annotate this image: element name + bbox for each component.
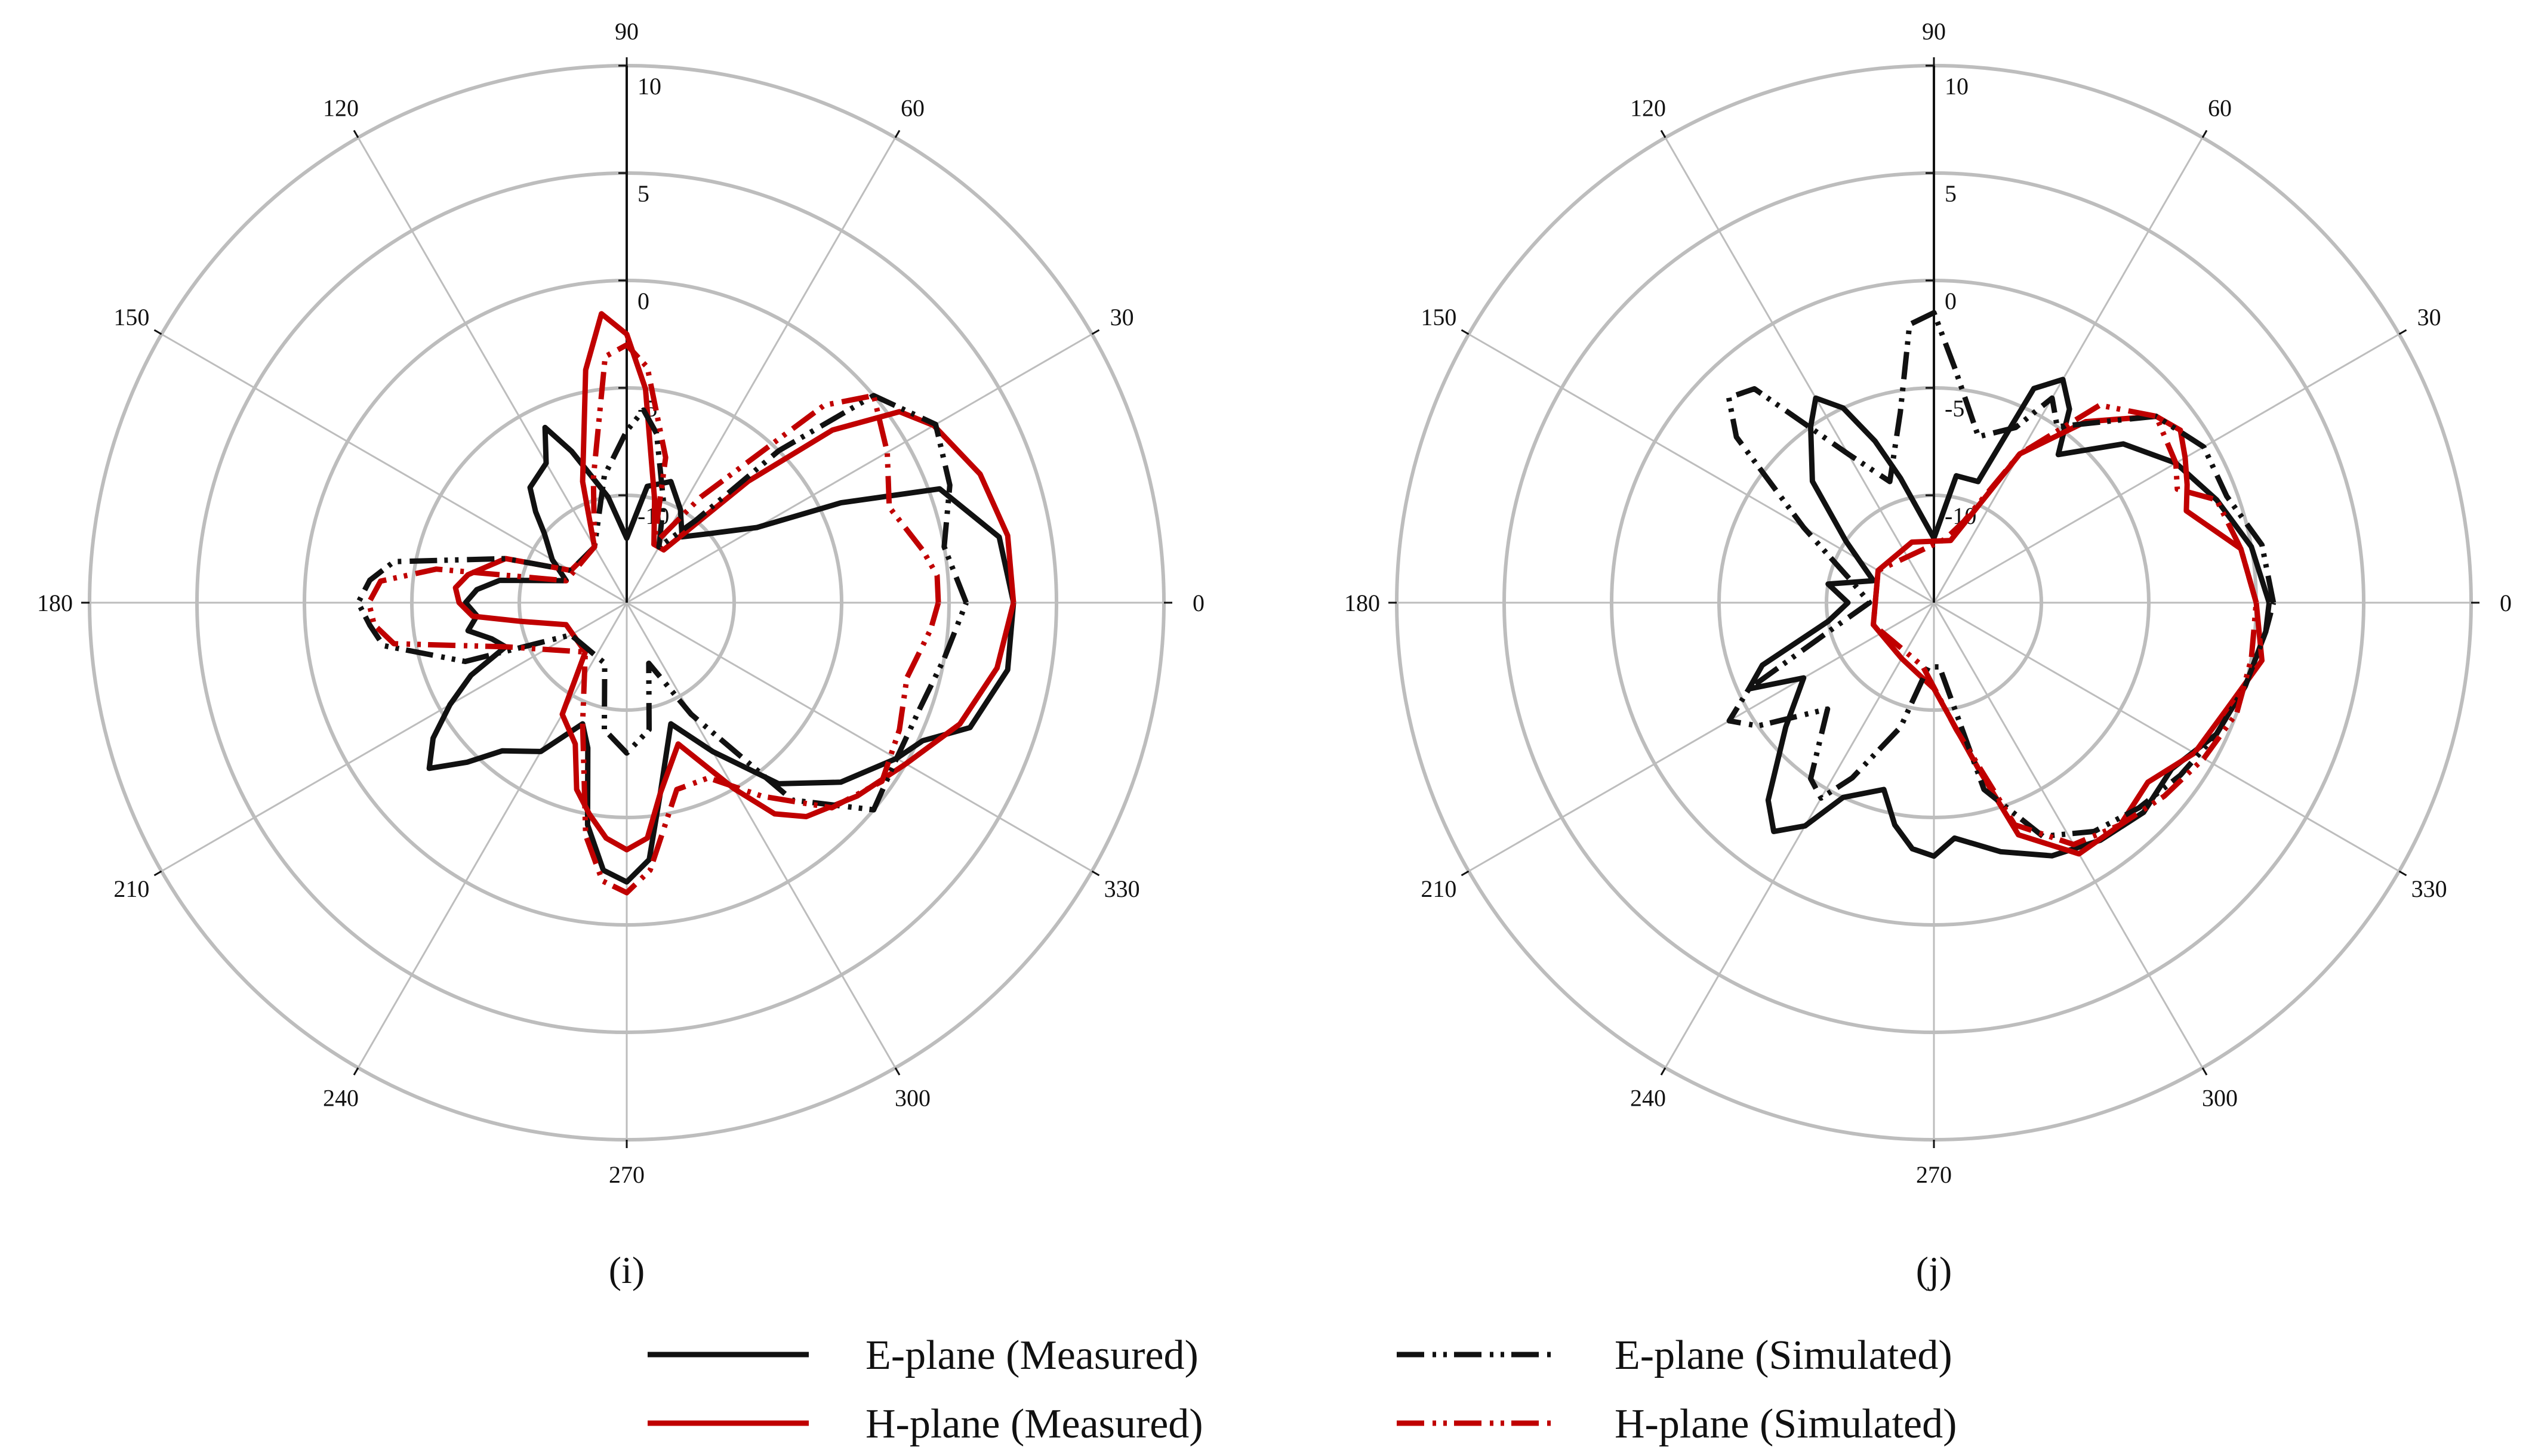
grid-spoke <box>1933 602 2204 1069</box>
series-line-h-plane-measured <box>452 311 1017 853</box>
angle-tick-label: 300 <box>2202 1085 2238 1112</box>
angle-tick-label: 60 <box>901 94 925 121</box>
grid-spoke <box>1468 333 1935 604</box>
angle-tick-label: 180 <box>1344 590 1380 616</box>
legend-label: H-plane (Simulated) <box>1615 1401 1957 1447</box>
angle-tick-label: 270 <box>1916 1161 1952 1188</box>
angle-tick-label: 300 <box>895 1085 931 1112</box>
grid-spoke <box>1664 602 1935 1069</box>
angle-tick-mark <box>2201 1067 2208 1076</box>
series-line-e-plane-measured <box>1746 377 2272 859</box>
legend-label: E-plane (Simulated) <box>1615 1332 1952 1378</box>
grid-spoke <box>357 137 628 603</box>
angle-tick-label: 30 <box>1110 304 1134 331</box>
angle-tick-mark <box>2398 870 2407 877</box>
angle-tick-label: 0 <box>1193 590 1205 616</box>
radial-tick-label: 10 <box>637 73 661 100</box>
grid-spoke <box>1933 137 2204 603</box>
angle-tick-label: 0 <box>2500 590 2512 616</box>
polar-chart-j: 0306090120150180210240270300330-10-50510… <box>1344 18 2512 1291</box>
series-line-e-plane-simulated <box>355 393 969 813</box>
angle-tick-label: 270 <box>609 1161 645 1188</box>
angle-tick-mark <box>894 1067 901 1076</box>
panel-label: (j) <box>1916 1249 1952 1291</box>
angle-tick-label: 240 <box>323 1085 359 1112</box>
grid-spoke <box>626 333 1093 604</box>
legend-label: E-plane (Measured) <box>865 1332 1199 1378</box>
radial-tick-label: 0 <box>637 288 649 314</box>
angle-tick-label: 210 <box>1421 875 1456 902</box>
legend-item: H-plane (Measured) <box>648 1401 1203 1447</box>
grid-spoke <box>1468 601 1935 872</box>
grid-spoke <box>1664 137 1935 603</box>
radial-tick-label: 5 <box>1945 180 1957 207</box>
angle-tick-label: 90 <box>615 18 639 45</box>
angle-tick-mark <box>353 129 359 138</box>
angle-tick-mark <box>1091 329 1100 335</box>
angle-tick-label: 330 <box>1104 875 1140 902</box>
angle-tick-mark <box>153 329 162 335</box>
angle-tick-label: 60 <box>2208 94 2232 121</box>
angle-tick-label: 330 <box>2411 875 2447 902</box>
legend-item: E-plane (Measured) <box>648 1332 1199 1378</box>
angle-tick-label: 150 <box>1421 304 1456 331</box>
angle-tick-mark <box>1660 1067 1667 1076</box>
angle-tick-label: 120 <box>323 94 359 121</box>
angle-tick-mark <box>1091 870 1100 877</box>
angle-tick-mark <box>1660 129 1667 138</box>
radial-tick-label: 0 <box>1945 288 1957 314</box>
angle-tick-mark <box>2398 329 2407 335</box>
polar-chart-i: 0306090120150180210240270300330-10-50510… <box>37 18 1205 1291</box>
angle-tick-label: 210 <box>113 875 149 902</box>
legend: E-plane (Measured) H-plane (Measured) E-pl… <box>648 1332 1957 1447</box>
radial-tick-label: -5 <box>1945 395 1964 422</box>
series-line-h-plane-simulated <box>1871 402 2259 847</box>
series-line-e-plane-measured <box>426 424 1017 885</box>
grid-spoke <box>1933 601 2400 872</box>
angle-tick-label: 30 <box>2417 304 2441 331</box>
radial-tick-label: 10 <box>1945 73 1969 100</box>
panel-label: (i) <box>609 1249 645 1291</box>
legend-label: H-plane (Measured) <box>865 1401 1203 1447</box>
angle-tick-label: 180 <box>37 590 73 616</box>
angle-tick-mark <box>1461 329 1470 335</box>
grid-spoke <box>626 602 897 1069</box>
legend-item: H-plane (Simulated) <box>1397 1401 1957 1447</box>
angle-tick-mark <box>1461 870 1470 877</box>
angle-tick-mark <box>153 870 162 877</box>
angle-tick-label: 90 <box>1922 18 1946 45</box>
angle-tick-mark <box>2201 129 2208 138</box>
series-line-h-plane-measured <box>1871 414 2265 857</box>
grid-spoke <box>626 601 1093 872</box>
angle-tick-mark <box>894 129 901 138</box>
angle-tick-label: 240 <box>1630 1085 1666 1112</box>
radial-tick-label: 5 <box>637 180 649 207</box>
angle-tick-label: 120 <box>1630 94 1666 121</box>
angle-tick-label: 150 <box>113 304 149 331</box>
grid-spoke <box>1933 333 2400 604</box>
angle-tick-mark <box>353 1067 359 1076</box>
legend-item: E-plane (Simulated) <box>1397 1332 1952 1378</box>
